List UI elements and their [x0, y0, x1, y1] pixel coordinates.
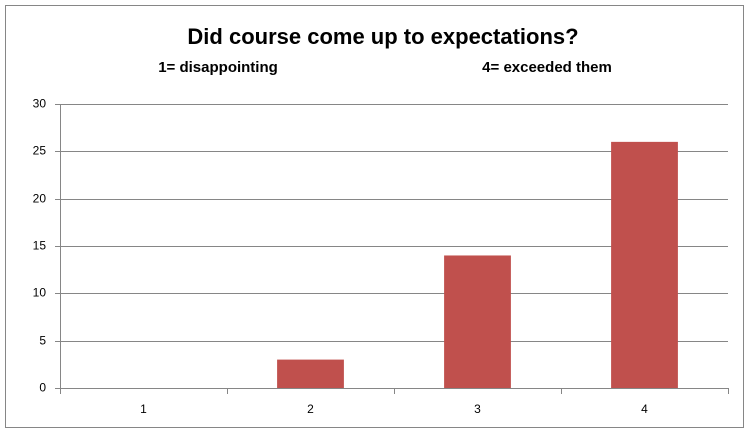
annotation: 1= disappointing [158, 59, 278, 76]
bar [611, 141, 678, 388]
x-tick-label: 4 [641, 402, 648, 416]
bar [277, 359, 344, 388]
chart-title: Did course come up to expectations? [187, 24, 578, 49]
y-tick-label: 10 [33, 286, 47, 300]
annotation: 4= exceeded them [482, 59, 612, 76]
y-tick-label: 20 [33, 192, 47, 206]
x-tick-label: 1 [140, 402, 147, 416]
x-tick-label: 3 [474, 402, 481, 416]
x-tick-label: 2 [307, 402, 314, 416]
y-tick-label: 0 [39, 381, 46, 395]
y-tick-label: 15 [33, 239, 47, 253]
y-tick-label: 25 [33, 144, 47, 158]
bar [444, 255, 511, 388]
y-tick-label: 30 [33, 97, 47, 111]
y-tick-label: 5 [39, 334, 46, 348]
